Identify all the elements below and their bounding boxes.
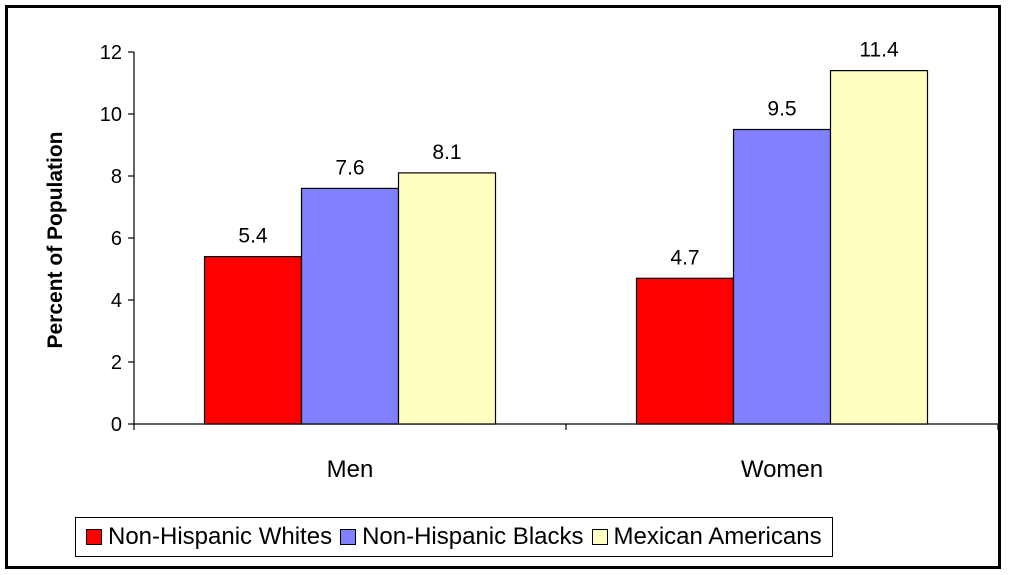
data-label: 9.5 <box>767 98 796 121</box>
legend-item-blacks: Non-Hispanic Blacks <box>340 523 584 551</box>
legend: Non-Hispanic Whites Non-Hispanic Blacks … <box>75 517 833 557</box>
bar <box>732 128 832 425</box>
bar <box>300 187 400 425</box>
data-label: 8.1 <box>432 141 461 164</box>
legend-label-blacks: Non-Hispanic Blacks <box>362 523 584 550</box>
bar <box>635 277 735 425</box>
legend-label-mexican-americans: Mexican Americans <box>613 523 822 550</box>
y-tick-label: 6 <box>111 228 122 250</box>
y-tick-label: 2 <box>111 352 122 374</box>
bar <box>397 172 497 425</box>
y-tick-label: 8 <box>111 166 122 188</box>
bar <box>203 256 303 425</box>
x-category-label: Men <box>327 456 374 483</box>
y-tick-label: 12 <box>100 42 122 64</box>
legend-swatch-whites <box>86 529 102 545</box>
legend-label-whites: Non-Hispanic Whites <box>108 523 333 550</box>
y-tick-label: 10 <box>100 104 122 126</box>
legend-item-mexican-americans: Mexican Americans <box>591 523 822 551</box>
legend-item-whites: Non-Hispanic Whites <box>86 523 332 551</box>
bar <box>829 69 929 425</box>
y-tick-label: 4 <box>111 290 122 312</box>
x-category-label: Women <box>741 456 823 483</box>
y-axis-label: Percent of Population <box>44 131 67 348</box>
data-label: 5.4 <box>238 225 268 248</box>
legend-swatch-mexican-americans <box>591 529 608 545</box>
data-label: 4.7 <box>670 246 699 269</box>
data-label: 7.6 <box>335 156 364 179</box>
data-label: 11.4 <box>859 39 899 62</box>
legend-swatch-blacks <box>340 529 357 545</box>
y-tick-label: 0 <box>111 414 122 436</box>
